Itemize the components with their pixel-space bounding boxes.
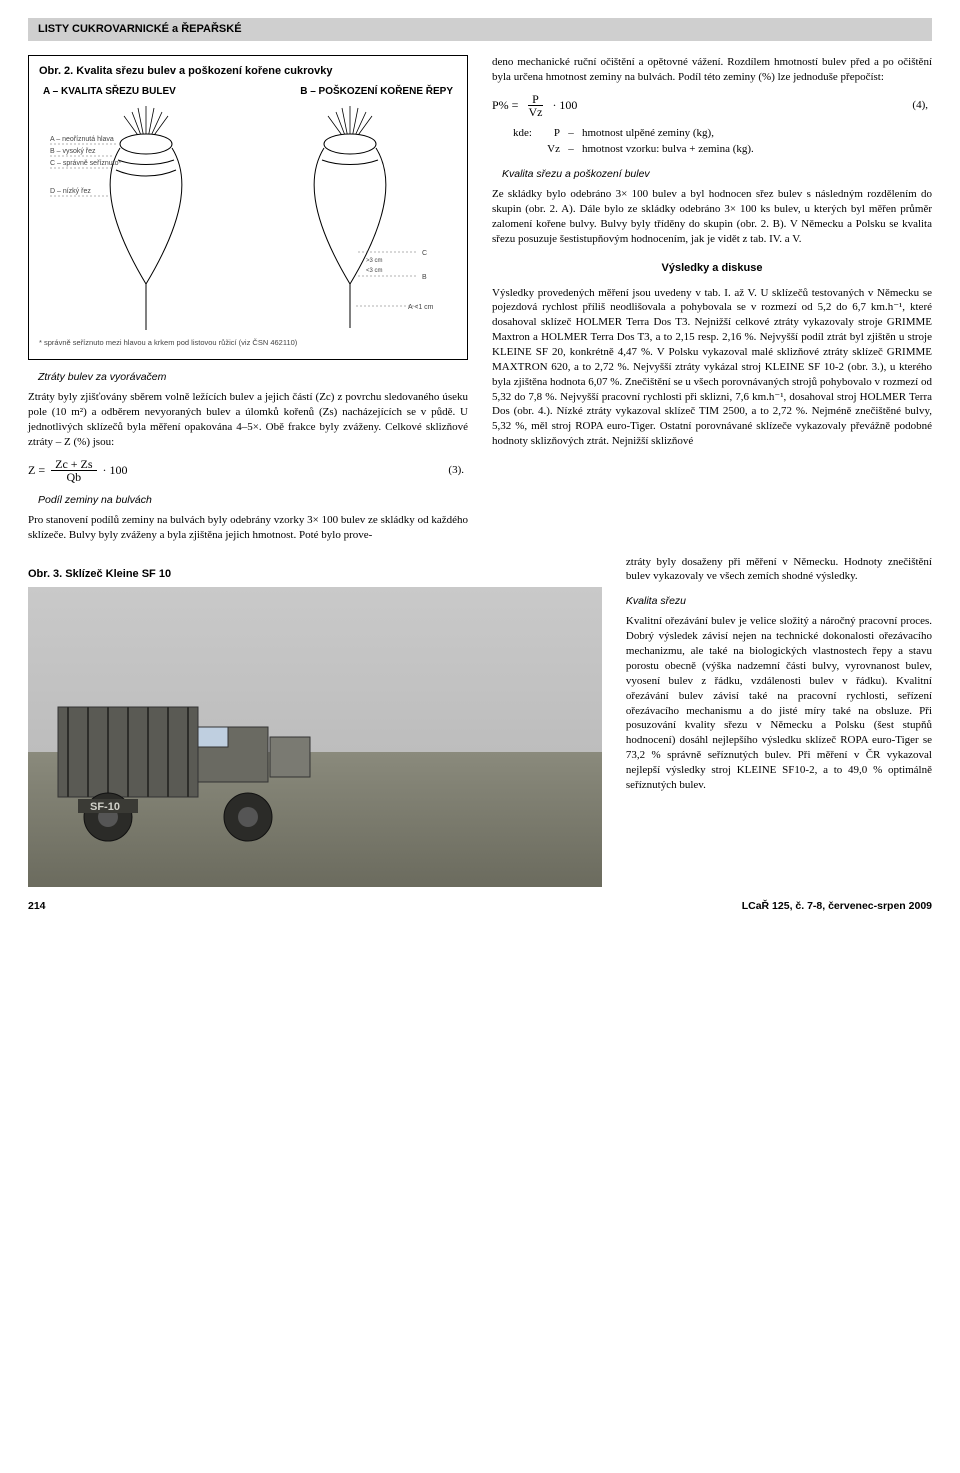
eq4-den: Vz — [524, 106, 546, 118]
vysledky-p1b: ztráty byly dosaženy při měření v Německ… — [626, 555, 932, 585]
eq4-num: P — [528, 93, 543, 106]
eq3-fraction: Zc + Zs Qb — [51, 458, 96, 483]
page-footer: 214 LCaŘ 125, č. 7-8, červenec-srpen 200… — [28, 899, 932, 913]
kvalita-srezu-sub: Kvalita sřezu — [626, 594, 932, 608]
beet-a-svg: A – neoříznutá hlava B – vysoký řez C – … — [44, 104, 239, 334]
eq4-where: kde: P – hmotnost ulpěné zeminy (kg), Vz… — [510, 126, 932, 158]
eq4-mult: · 100 — [552, 97, 577, 113]
equation-4: P% = P Vz · 100 (4), — [492, 93, 932, 118]
equation-3: Z = Zc + Zs Qb · 100 (3). — [28, 458, 468, 483]
fig2-dmg-gt: >3 cm — [366, 258, 383, 264]
journal-header: LISTY CUKROVARNICKÉ a ŘEPAŘSKÉ — [28, 18, 932, 41]
fig2-dmg-c: C — [422, 250, 427, 257]
ztraty-heading: Ztráty bulev za vyorávačem — [38, 370, 468, 384]
vysledky-heading: Výsledky a diskuse — [492, 261, 932, 276]
left-column: Obr. 2. Kvalita sřezu bulev a poškození … — [28, 55, 468, 551]
kvalita-srezu-heading: Kvalita sřezu a poškození bulev — [502, 167, 932, 181]
fig2-title: Obr. 2. Kvalita sřezu bulev a poškození … — [39, 64, 457, 79]
fig2-footnote: * správně seříznuto mezi hlavou a krkem … — [39, 338, 457, 347]
footer-citation: LCaŘ 125, č. 7-8, červenec-srpen 2009 — [742, 899, 932, 913]
fig2-drawings: A – neoříznutá hlava B – vysoký řez C – … — [39, 104, 457, 334]
eq3-mult: · 100 — [103, 462, 128, 478]
bottom-section: Obr. 3. Sklízeč Kleine SF 10 SF-10 — [28, 555, 932, 888]
kvalita-srezu-p: Kvalitní ořezávání bulev je velice složi… — [626, 614, 932, 792]
fig3-photo: SF-10 — [28, 587, 602, 887]
page-columns: Obr. 2. Kvalita sřezu bulev a poškození … — [28, 55, 932, 551]
fig2-lbl-a: A – neoříznutá hlava — [50, 136, 114, 143]
eq3-lhs: Z = — [28, 462, 45, 478]
fig2-col-b-label: B – POŠKOZENÍ KOŘENE ŘEPY — [300, 85, 453, 99]
fig2-beet-b: >3 cm <3 cm C B A <1 cm — [255, 104, 456, 334]
where-sym-1: Vz — [538, 142, 560, 157]
ztraty-paragraph: Ztráty byly zjišťovány sběrem volně leží… — [28, 390, 468, 449]
where-txt-0: hmotnost ulpěné zeminy (kg), — [582, 126, 714, 141]
fig2-beet-a: A – neoříznutá hlava B – vysoký řez C – … — [41, 104, 242, 334]
fig2-dmg-b: B — [422, 274, 427, 281]
podil-heading: Podíl zeminy na bulvách — [38, 493, 468, 507]
fig2-lbl-b: B – vysoký řez — [50, 148, 96, 155]
figure-2: Obr. 2. Kvalita sřezu bulev a poškození … — [28, 55, 468, 360]
podil-paragraph: Pro stanovení podílů zeminy na bulvách b… — [28, 513, 468, 543]
eq4-number: (4), — [912, 98, 928, 113]
where-sym-0: P — [538, 126, 560, 141]
eq3-number: (3). — [448, 463, 464, 478]
vysledky-p1: Výsledky provedených měření jsou uvedeny… — [492, 286, 932, 449]
footer-page-number: 214 — [28, 899, 46, 913]
eq3-num: Zc + Zs — [51, 458, 96, 471]
where-lead: kde: — [510, 126, 532, 141]
where-dash-1: – — [566, 142, 576, 157]
fig2-dmg-a: A <1 cm — [408, 304, 434, 311]
kvalita-paragraph: Ze skládky bylo odebráno 3× 100 bulev a … — [492, 187, 932, 246]
where-dash-0: – — [566, 126, 576, 141]
eq3-den: Qb — [62, 471, 85, 483]
fig3-title: Obr. 3. Sklízeč Kleine SF 10 — [28, 567, 602, 582]
photo-column: Obr. 3. Sklízeč Kleine SF 10 SF-10 — [28, 555, 602, 888]
fig2-dmg-lt: <3 cm — [366, 268, 383, 274]
fig2-lbl-d: D – nízký řez — [50, 188, 91, 195]
eq4-fraction: P Vz — [524, 93, 546, 118]
fig2-subhead: A – KVALITA SŘEZU BULEV B – POŠKOZENÍ KO… — [43, 85, 453, 99]
right-intro: deno mechanické ruční očištění a opětovn… — [492, 55, 932, 85]
right-tail-column: ztráty byly dosaženy při měření v Německ… — [626, 555, 932, 888]
beet-b-svg: >3 cm <3 cm C B A <1 cm — [258, 104, 453, 334]
eq4-lhs: P% = — [492, 97, 518, 113]
right-column: deno mechanické ruční očištění a opětovn… — [492, 55, 932, 551]
machine-label: SF-10 — [90, 801, 120, 813]
fig2-lbl-c: C – správně seříznuto* — [50, 160, 121, 167]
harvester-svg: SF-10 — [48, 677, 348, 847]
fig2-col-a-label: A – KVALITA SŘEZU BULEV — [43, 85, 176, 99]
where-txt-1: hmotnost vzorku: bulva + zemina (kg). — [582, 142, 754, 157]
